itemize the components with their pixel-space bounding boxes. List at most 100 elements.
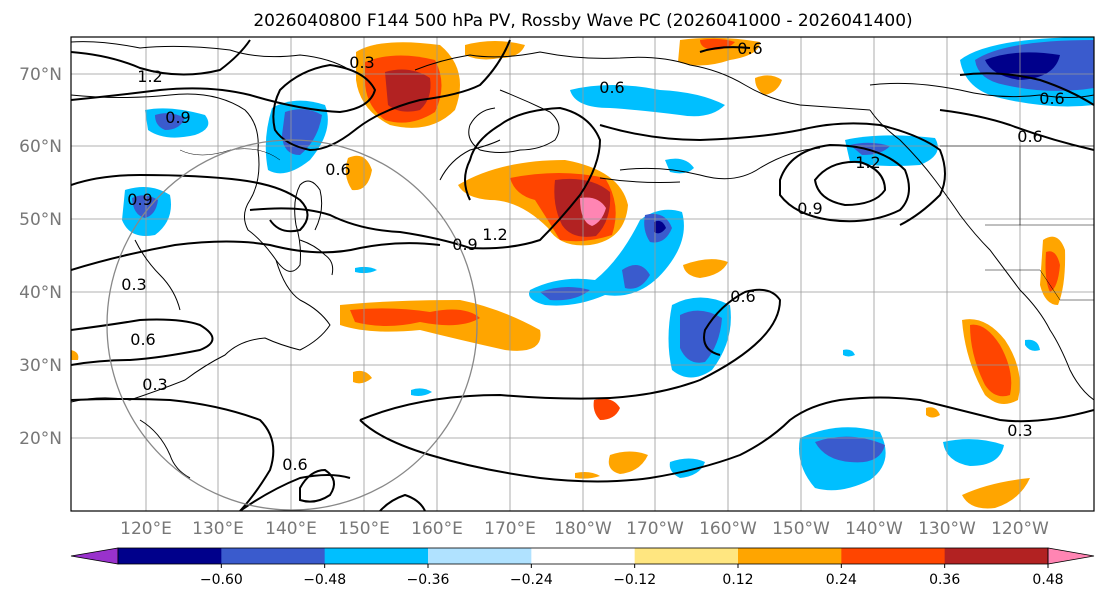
colorbar-segment <box>634 548 739 564</box>
anomaly-positive <box>345 155 372 191</box>
colorbar-tick-label: 0.48 <box>1032 572 1063 588</box>
contour-label: 1.2 <box>482 225 507 244</box>
contour-label: 0.6 <box>282 455 307 474</box>
lon-tick-label: 170°W <box>626 519 684 539</box>
contour-label: 0.9 <box>797 199 822 218</box>
lon-tick-label: 160°E <box>411 519 463 539</box>
lon-tick-label: 160°W <box>699 519 757 539</box>
colorbar-extend-high <box>1047 547 1095 565</box>
contour-label: 0.3 <box>121 275 146 294</box>
lon-tick-label: 120°W <box>991 519 1049 539</box>
map-background <box>71 37 1094 511</box>
lat-tick-label: 40°N <box>19 283 62 303</box>
anomaly-positive <box>970 324 1012 397</box>
contour-label: 0.9 <box>127 190 152 209</box>
colorbar-tick-label: −0.12 <box>613 572 656 588</box>
lat-tick-label: 50°N <box>19 210 62 230</box>
colorbar-tick-label: −0.24 <box>510 572 553 588</box>
latitude-axis: 70°N 60°N 50°N 40°N 30°N 20°N <box>19 65 62 449</box>
anomaly-negative <box>654 220 666 234</box>
contour-label: 1.2 <box>137 67 162 86</box>
anomaly-negative <box>570 85 725 117</box>
colorbar-outline <box>117 547 1049 565</box>
colorbar-tick-label: 0.36 <box>929 572 960 588</box>
colorbar: −0.60 −0.48 −0.36 −0.24 −0.12 0.12 0.24 0.36 0.4… <box>70 547 1095 588</box>
lat-tick-label: 30°N <box>19 356 62 376</box>
contour-label: 0.6 <box>730 287 755 306</box>
colorbar-tick-label: 0.24 <box>826 572 857 588</box>
contour-label: 0.6 <box>325 160 350 179</box>
lon-tick-label: 180°W <box>554 519 612 539</box>
colorbar-segment <box>738 548 842 564</box>
anomaly-negative <box>843 349 855 357</box>
lon-tick-label: 150°W <box>772 519 830 539</box>
contour-label: 0.6 <box>1017 127 1042 146</box>
anomaly-positive <box>385 69 431 112</box>
contour-label: 0.6 <box>737 39 762 58</box>
colorbar-tick-label: −0.48 <box>303 572 346 588</box>
lat-tick-label: 20°N <box>19 429 62 449</box>
lat-tick-label: 70°N <box>19 65 62 85</box>
contour-label: 0.6 <box>599 78 624 97</box>
anomaly-positive <box>575 472 600 479</box>
lon-tick-label: 150°E <box>338 519 390 539</box>
anomaly-positive <box>678 37 760 66</box>
contour-label: 0.3 <box>142 375 167 394</box>
anomaly-positive <box>683 259 728 278</box>
contour-label: 0.3 <box>1007 421 1032 440</box>
anomaly-positive <box>593 398 620 420</box>
colorbar-segment <box>118 548 222 564</box>
anomaly-negative <box>155 113 185 130</box>
colorbar-segment <box>531 548 636 564</box>
borders <box>179 145 1094 301</box>
lon-tick-label: 120°E <box>120 519 172 539</box>
colorbar-segment <box>324 548 429 564</box>
map-frame <box>70 36 1095 512</box>
anomaly-positive <box>1045 251 1060 292</box>
colorbar-extend-low <box>70 547 119 565</box>
colorbar-segment <box>221 548 326 564</box>
contour-label: 0.6 <box>130 330 155 349</box>
colorbar-tick-label: −0.60 <box>200 572 243 588</box>
lon-tick-label: 140°E <box>265 519 317 539</box>
anomaly-negative <box>1025 339 1040 351</box>
anomaly-negative <box>355 266 377 274</box>
contour-label: 0.9 <box>452 235 477 254</box>
anomaly-negative <box>943 439 1004 466</box>
lon-tick-label: 130°W <box>918 519 976 539</box>
anomaly-negative <box>411 388 432 396</box>
colorbar-segment <box>944 548 1049 564</box>
contour-label-group: 1.2 0.9 0.3 0.6 0.9 0.6 0.6 0.9 1.2 1.2 … <box>121 39 1064 474</box>
pv-contours <box>71 39 1094 511</box>
lat-tick-label: 60°N <box>19 137 62 157</box>
lon-tick-label: 130°E <box>192 519 244 539</box>
colorbar-segment <box>841 548 946 564</box>
graticule <box>71 37 1094 511</box>
anomaly-positive <box>926 407 940 418</box>
colorbar-tick-label: 0.12 <box>722 572 753 588</box>
contour-label: 0.6 <box>1039 89 1064 108</box>
anomaly-negative <box>540 286 590 301</box>
anomaly-negative <box>680 310 722 363</box>
anomaly-positive <box>755 75 782 95</box>
anomaly-positive <box>353 370 372 384</box>
contour-label: 0.9 <box>165 108 190 127</box>
contour-label: 0.3 <box>349 53 374 72</box>
colorbar-tick-label: −0.36 <box>407 572 450 588</box>
anomaly-negative <box>132 195 158 218</box>
lon-tick-label: 140°W <box>845 519 903 539</box>
figure-title: 2026040800 F144 500 hPa PV, Rossby Wave … <box>253 11 912 31</box>
anomaly-positive <box>608 451 648 474</box>
anomaly-negative <box>622 265 650 289</box>
reference-circle <box>106 139 478 511</box>
anomaly-negative <box>815 436 885 463</box>
anomaly-positive <box>350 308 480 326</box>
colorbar-segment <box>428 548 532 564</box>
map-panel: 1.2 0.9 0.3 0.6 0.9 0.6 0.6 0.9 1.2 1.2 … <box>70 36 1095 512</box>
anomaly-positive <box>71 350 79 360</box>
contour-label: 1.2 <box>855 153 880 172</box>
lon-tick-label: 170°E <box>484 519 536 539</box>
anomaly-positive <box>962 478 1030 509</box>
coastlines <box>71 41 1094 479</box>
